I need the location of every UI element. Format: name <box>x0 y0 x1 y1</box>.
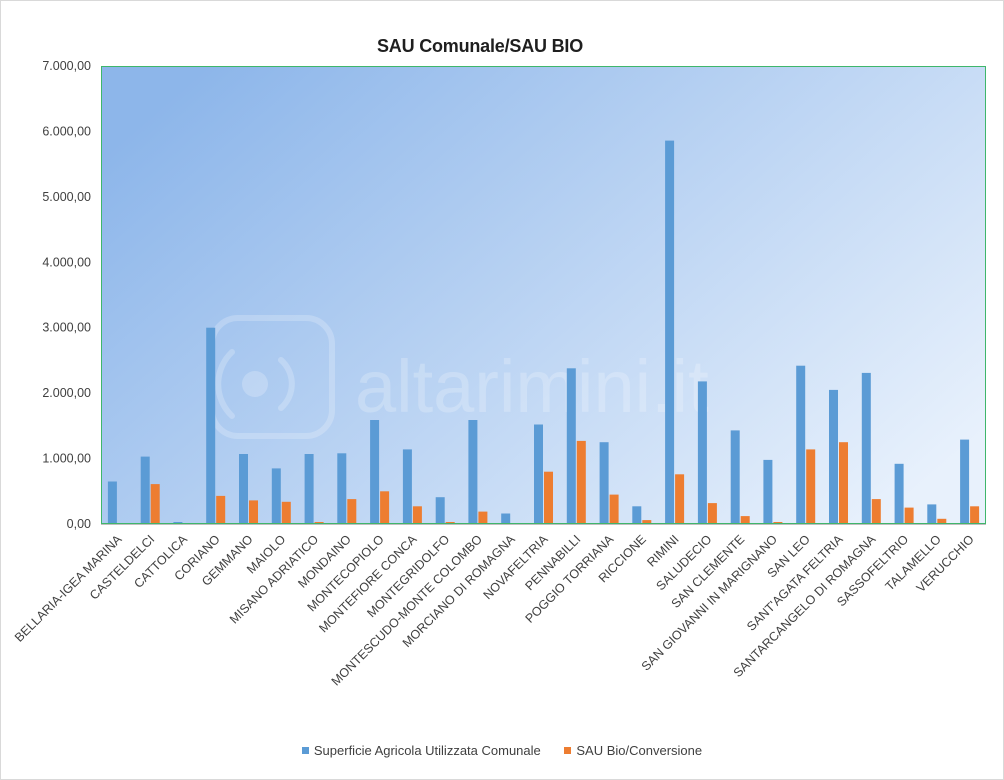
bars-layer <box>107 140 980 524</box>
y-tick-label: 6.000,00 <box>42 124 91 138</box>
bar-superficie-agricola-utilizzata-comunale-san-clemente <box>730 430 740 524</box>
bar-superficie-agricola-utilizzata-comunale-maiolo <box>271 468 281 524</box>
bar-superficie-agricola-utilizzata-comunale-montecopiolo <box>370 420 380 524</box>
bar-sau-bio-conversione-san-clemente <box>740 516 750 524</box>
bar-superficie-agricola-utilizzata-comunale-misano-adriatico <box>304 454 314 524</box>
bar-sau-bio-conversione-mondaino <box>347 499 357 524</box>
plot-area <box>101 66 986 524</box>
bar-superficie-agricola-utilizzata-comunale-saludecio <box>697 381 707 524</box>
legend: Superficie Agricola Utilizzata Comunale … <box>0 742 1004 758</box>
chart-title: SAU Comunale/SAU BIO <box>376 36 584 56</box>
legend-item-sau-comunale: Superficie Agricola Utilizzata Comunale <box>301 742 541 759</box>
y-tick-label: 4.000,00 <box>42 255 91 269</box>
bar-sau-bio-conversione-montecopiolo <box>380 491 390 524</box>
bar-sau-bio-conversione-casteldelci <box>150 484 160 524</box>
bar-superficie-agricola-utilizzata-comunale-gemmano <box>239 454 248 524</box>
plot-border <box>101 66 986 524</box>
y-tick-label: 3.000,00 <box>42 321 91 335</box>
bar-sau-bio-conversione-gemmano <box>249 500 258 524</box>
bar-superficie-agricola-utilizzata-comunale-mondaino <box>337 453 347 524</box>
bar-superficie-agricola-utilizzata-comunale-riccione <box>632 506 642 524</box>
bar-superficie-agricola-utilizzata-comunale-san-giovanni-in-marignano <box>763 459 773 524</box>
legend-label-sau-bio: SAU Bio/Conversione <box>576 743 703 759</box>
watermark-logo-dot <box>242 371 268 397</box>
bar-sau-bio-conversione-santarcangelo-di-romagna <box>871 499 881 524</box>
bar-sau-bio-conversione-montescudo-monte-colombo <box>478 511 488 524</box>
x-tick-label: VERUCCHIO <box>914 532 977 595</box>
bar-superficie-agricola-utilizzata-comunale-casteldelci <box>140 456 150 524</box>
bar-sau-bio-conversione-novafeltria <box>544 471 553 524</box>
bar-sau-bio-conversione-sant-agata-feltria <box>839 442 848 524</box>
bar-superficie-agricola-utilizzata-comunale-coriano <box>206 327 216 524</box>
x-axis: BELLARIA-IGEA MARINACASTELDELCICATTOLICA… <box>12 532 977 689</box>
watermark: altarimini.it <box>209 315 709 439</box>
bar-superficie-agricola-utilizzata-comunale-sassofeltrio <box>894 463 904 524</box>
bar-sau-bio-conversione-san-leo <box>806 449 816 524</box>
y-tick-label: 1.000,00 <box>42 452 91 466</box>
bar-superficie-agricola-utilizzata-comunale-bellaria-igea-marina <box>107 481 117 524</box>
bar-sau-bio-conversione-coriano <box>216 495 226 524</box>
bar-superficie-agricola-utilizzata-comunale-montescudo-monte-colombo <box>468 420 478 524</box>
bar-superficie-agricola-utilizzata-comunale-santarcangelo-di-romagna <box>861 372 871 524</box>
bar-superficie-agricola-utilizzata-comunale-sant-agata-feltria <box>829 389 838 524</box>
legend-swatch-sau-comunale <box>301 747 309 755</box>
bar-sau-bio-conversione-riccione <box>642 520 652 524</box>
bar-sau-bio-conversione-pennabilli <box>576 440 586 524</box>
legend-swatch-sau-bio <box>564 747 572 755</box>
bar-superficie-agricola-utilizzata-comunale-poggio-torriana <box>599 442 609 524</box>
bar-superficie-agricola-utilizzata-comunale-san-leo <box>796 365 806 524</box>
bar-sau-bio-conversione-saludecio <box>707 503 717 524</box>
bar-superficie-agricola-utilizzata-comunale-novafeltria <box>534 424 543 524</box>
legend-item-sau-bio: SAU Bio/Conversione <box>564 742 702 758</box>
y-tick-label: 5.000,00 <box>42 190 91 204</box>
bar-superficie-agricola-utilizzata-comunale-montegridolfo <box>435 497 445 524</box>
bar-sau-bio-conversione-poggio-torriana <box>609 494 619 524</box>
bar-superficie-agricola-utilizzata-comunale-rimini <box>665 140 675 524</box>
bar-sau-bio-conversione-talamello <box>937 518 947 524</box>
bar-sau-bio-conversione-verucchio <box>970 506 980 524</box>
watermark-text: altarimini.it <box>355 345 709 428</box>
bar-sau-bio-conversione-sassofeltrio <box>904 507 914 524</box>
bar-sau-bio-conversione-montefiore-conca <box>412 506 422 524</box>
bar-sau-bio-conversione-maiolo <box>281 501 291 524</box>
y-tick-label: 7.000,00 <box>42 59 91 73</box>
watermark-logo-wave <box>278 357 295 411</box>
bar-superficie-agricola-utilizzata-comunale-talamello <box>927 504 937 524</box>
bar-superficie-agricola-utilizzata-comunale-montefiore-conca <box>402 449 412 524</box>
bar-sau-bio-conversione-rimini <box>675 474 685 524</box>
bar-superficie-agricola-utilizzata-comunale-morciano-di-romagna <box>501 513 511 524</box>
y-axis: 0,00 1.000,00 2.000,00 3.000,00 4.000,00 5.00… <box>42 59 91 531</box>
y-tick-label: 0,00 <box>67 517 91 531</box>
legend-label-sau-comunale: Superficie Agricola Utilizzata Comunale <box>313 743 541 759</box>
watermark-logo-wave-outer <box>215 349 235 419</box>
y-tick-label: 2.000,00 <box>42 386 91 400</box>
bar-superficie-agricola-utilizzata-comunale-verucchio <box>960 439 970 524</box>
bar-superficie-agricola-utilizzata-comunale-pennabilli <box>566 368 576 524</box>
